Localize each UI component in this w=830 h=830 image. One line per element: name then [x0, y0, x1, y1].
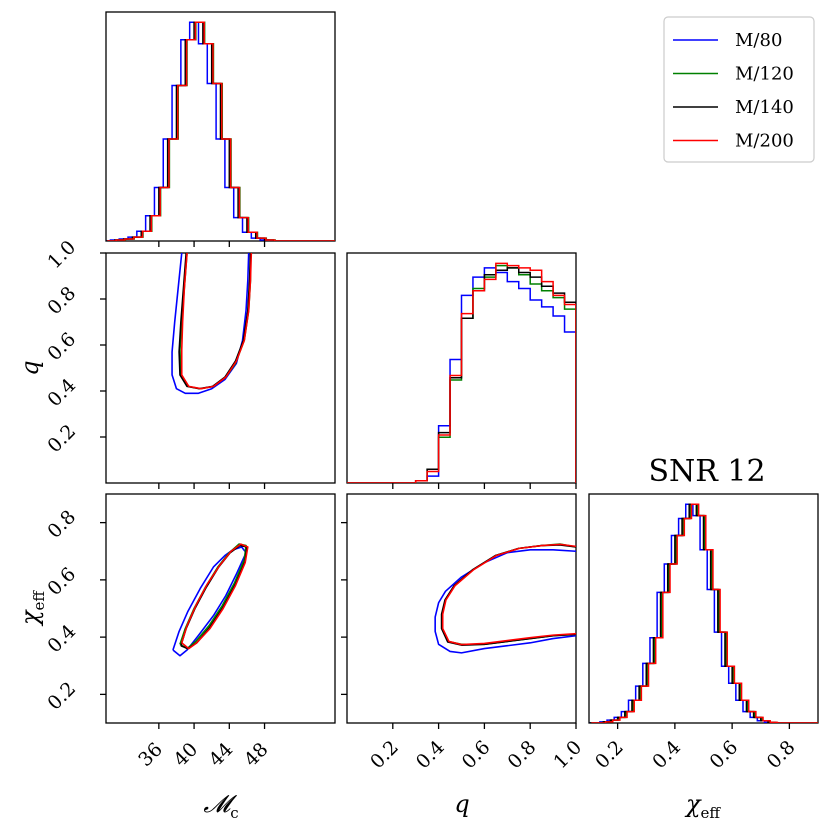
x-tick-label-chi: 0.6	[705, 736, 742, 773]
chart-title: SNR 12	[648, 454, 765, 489]
panel-frame-mc	[105, 11, 336, 242]
x-tick-label-q: 0.2	[366, 736, 403, 773]
legend-frame	[663, 16, 815, 163]
y-axis-label-q-symbol: q	[16, 360, 44, 375]
contour-chi-vs-q-M-80	[434, 549, 576, 654]
panel-frame-mc-q	[105, 252, 336, 484]
y-tick-label-q: 0.4	[43, 374, 80, 411]
y-tick-label-q: 0.6	[43, 328, 80, 365]
x-tick-label-mc: 36	[134, 738, 167, 771]
x-axis-label-chi: χeff	[684, 790, 721, 822]
histogram-chi-M-80	[589, 503, 815, 723]
histogram-mc-M-80	[106, 21, 331, 241]
histogram-q-M-80	[347, 267, 576, 483]
panel-frame-chi	[588, 493, 819, 724]
y-axis-label-q: q	[16, 360, 44, 375]
histogram-q-M-120	[347, 264, 576, 483]
contour-q-vs-mc-M-80	[171, 253, 250, 395]
histogram-chi-M-120	[590, 503, 818, 723]
y-tick-label-chi: 0.8	[43, 506, 80, 543]
x-axis-label-mc: 𝓜c	[203, 790, 238, 822]
legend-label-M-140: M/140	[735, 97, 794, 118]
legend-label-M-200: M/200	[735, 131, 794, 152]
y-tick-label-chi: 0.6	[43, 563, 80, 600]
x-axis-label-chi-symbol: χ	[684, 790, 702, 818]
x-tick-label-q: 0.6	[458, 736, 495, 773]
x-axis-label-chi-subscript: eff	[701, 804, 722, 822]
histogram-chi-M-140	[589, 503, 818, 723]
histogram-mc-M-200	[107, 21, 335, 241]
panel-frame-q-chi	[346, 493, 577, 724]
contour-q-vs-mc-M-140	[178, 253, 252, 390]
contour-chi-vs-mc-M-140	[180, 544, 248, 650]
y-tick-label-q: 1.0	[43, 236, 80, 273]
histogram-q-M-200	[347, 262, 576, 483]
x-tick-label-q: 1.0	[549, 736, 586, 773]
contour-chi-vs-mc-M-80	[172, 546, 247, 657]
x-tick-label-mc: 44	[205, 738, 238, 771]
contour-chi-vs-q-M-140	[440, 544, 576, 646]
x-tick-label-mc: 40	[170, 738, 203, 771]
x-axis-label-q: q	[454, 790, 469, 818]
histogram-mc-M-140	[106, 21, 335, 241]
legend: M/80 M/120 M/140 M/200	[663, 16, 815, 163]
x-tick-label-chi: 0.4	[648, 736, 685, 773]
contour-chi-vs-q-M-120	[441, 543, 576, 646]
y-tick-label-chi: 0.2	[43, 678, 80, 715]
contour-q-vs-mc-M-200	[180, 253, 253, 390]
y-axis-label-chi-subscript: eff	[30, 590, 48, 611]
y-axis-label-chi: χeff	[16, 590, 48, 627]
contour-chi-vs-mc-M-120	[179, 543, 247, 650]
x-tick-label-mc: 48	[240, 738, 273, 771]
y-tick-label-chi: 0.4	[43, 620, 80, 657]
x-tick-label-q: 0.8	[503, 736, 540, 773]
contour-q-vs-mc-M-120	[179, 253, 252, 390]
panel-frame-mc-chi	[105, 493, 336, 724]
contour-chi-vs-q-M-200	[441, 543, 576, 646]
x-axis-label-mc-subscript: c	[230, 804, 238, 822]
x-tick-label-q: 0.4	[412, 736, 449, 773]
legend-label-M-80: M/80	[735, 30, 782, 51]
legend-label-M-120: M/120	[735, 64, 794, 85]
histogram-chi-M-200	[591, 503, 818, 723]
x-tick-label-chi: 0.8	[763, 736, 800, 773]
y-tick-label-q: 0.2	[43, 420, 80, 457]
x-axis-label-q-symbol: q	[454, 790, 469, 818]
contour-chi-vs-mc-M-200	[180, 543, 249, 650]
y-axis-label-chi-symbol: χ	[16, 609, 44, 627]
x-tick-label-chi: 0.2	[591, 736, 628, 773]
y-tick-label-q: 0.8	[43, 282, 80, 319]
